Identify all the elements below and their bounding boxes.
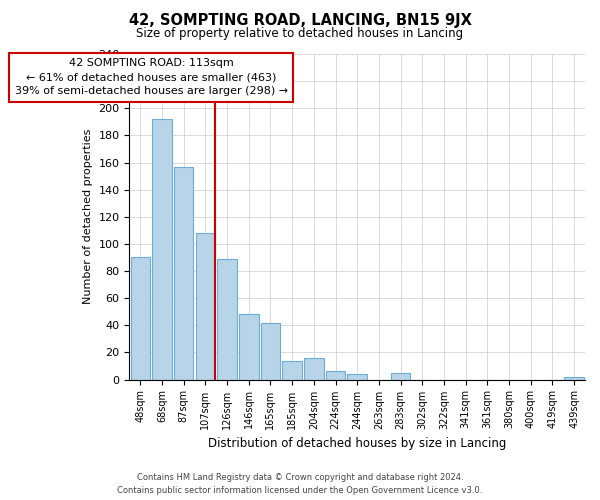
Bar	[326, 372, 345, 380]
Bar	[283, 360, 302, 380]
Text: Contains HM Land Registry data © Crown copyright and database right 2024.
Contai: Contains HM Land Registry data © Crown c…	[118, 474, 482, 495]
Bar	[260, 322, 280, 380]
Bar	[131, 258, 150, 380]
Text: 42, SOMPTING ROAD, LANCING, BN15 9JX: 42, SOMPTING ROAD, LANCING, BN15 9JX	[128, 12, 472, 28]
Bar	[152, 119, 172, 380]
Bar	[565, 377, 584, 380]
Bar	[174, 166, 193, 380]
Bar	[217, 259, 237, 380]
Bar	[304, 358, 323, 380]
X-axis label: Distribution of detached houses by size in Lancing: Distribution of detached houses by size …	[208, 437, 506, 450]
Bar	[347, 374, 367, 380]
Text: Size of property relative to detached houses in Lancing: Size of property relative to detached ho…	[136, 28, 464, 40]
Text: 42 SOMPTING ROAD: 113sqm
← 61% of detached houses are smaller (463)
39% of semi-: 42 SOMPTING ROAD: 113sqm ← 61% of detach…	[14, 58, 287, 96]
Bar	[391, 373, 410, 380]
Bar	[239, 314, 259, 380]
Bar	[196, 233, 215, 380]
Y-axis label: Number of detached properties: Number of detached properties	[83, 129, 93, 304]
